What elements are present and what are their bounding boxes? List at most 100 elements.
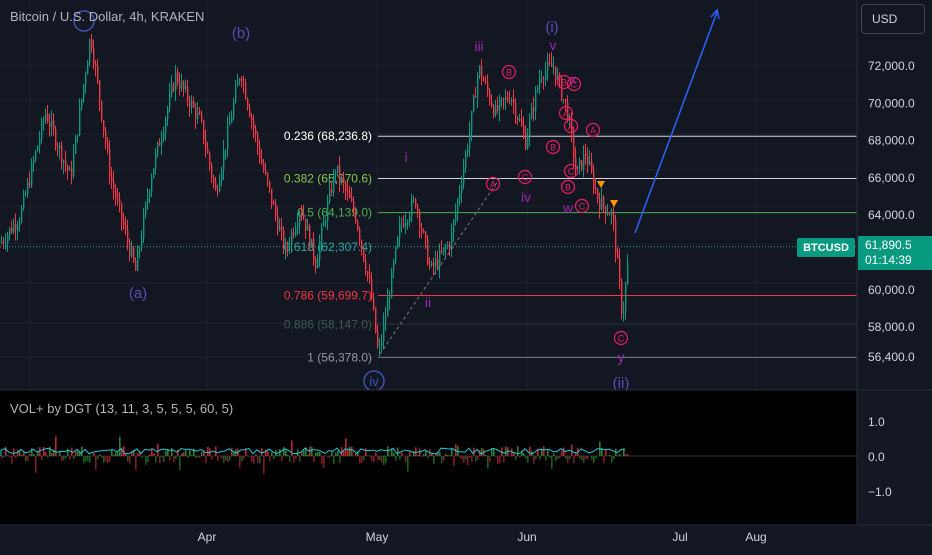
candle-body — [205, 140, 206, 148]
volume-bar — [95, 456, 97, 470]
candle-body — [399, 225, 400, 238]
candle-body — [69, 169, 70, 171]
volume-bar — [425, 451, 427, 456]
volume-bar — [147, 456, 149, 462]
volume-bar — [197, 456, 199, 457]
candle-body — [515, 103, 516, 118]
candle-body — [75, 136, 76, 153]
candle-body — [353, 201, 354, 211]
volume-indicator-title[interactable]: VOL+ by DGT (13, 11, 3, 5, 5, 5, 60, 5) — [10, 401, 233, 416]
candle-body — [281, 227, 282, 230]
volume-bar — [613, 456, 615, 459]
candle-body — [527, 136, 528, 149]
candle-body — [63, 161, 64, 163]
volume-bar — [423, 454, 425, 456]
time-axis-label: May — [366, 530, 389, 544]
bar-countdown: 01:14:39 — [865, 253, 932, 268]
volume-bar — [347, 449, 349, 456]
candle-body — [179, 83, 180, 89]
volume-bar — [127, 456, 129, 461]
volume-bar — [223, 456, 225, 463]
last-price-value: 61,890.5 — [865, 238, 932, 253]
volume-bar — [29, 454, 31, 456]
volume-bar — [627, 454, 629, 456]
volume-bar — [149, 455, 151, 456]
candle-body — [119, 199, 120, 203]
volume-bar — [113, 455, 115, 456]
volume-bar — [349, 447, 351, 456]
candle-body — [185, 86, 186, 89]
volume-bar — [555, 456, 557, 461]
candle-body — [143, 215, 144, 239]
volume-bar — [385, 456, 387, 463]
candle-body — [65, 161, 66, 166]
volume-bar — [77, 451, 79, 456]
candle-body — [137, 251, 138, 271]
candle-body — [583, 154, 584, 170]
candle-body — [221, 170, 222, 181]
candle-body — [233, 102, 234, 117]
candle-body — [287, 246, 288, 248]
volume-bar — [497, 456, 499, 464]
candle-body — [483, 79, 484, 81]
candle-body — [3, 242, 4, 243]
candle-body — [357, 221, 358, 229]
candle-body — [39, 139, 40, 147]
wave-label: (ii) — [613, 375, 630, 392]
candle-body — [479, 66, 480, 75]
candle-body — [51, 120, 52, 126]
volume-bar — [313, 456, 315, 462]
candle-body — [45, 113, 46, 120]
currency-button[interactable]: USD — [861, 4, 925, 34]
candle-body — [151, 178, 152, 191]
candle-body — [349, 192, 350, 198]
candle-body — [273, 204, 274, 205]
candle-body — [315, 259, 316, 268]
candle-body — [371, 279, 372, 298]
volume-bar — [69, 456, 71, 460]
candle-body — [83, 85, 84, 99]
volume-bar — [207, 447, 209, 456]
price-axis-label: 72,000.0 — [868, 59, 915, 73]
volume-bar — [233, 453, 235, 456]
candle-body — [579, 160, 580, 166]
volume-bar — [41, 456, 43, 460]
candle-body — [133, 248, 134, 261]
candle-body — [191, 101, 192, 108]
candle-body — [189, 100, 190, 107]
candle-body — [269, 182, 270, 189]
volume-bar — [335, 453, 337, 456]
volume-bar — [129, 456, 131, 463]
candle-body — [501, 98, 502, 99]
candle-body — [59, 145, 60, 149]
candle-body — [267, 173, 268, 181]
volume-bar — [505, 447, 507, 456]
fibonacci-retracement[interactable]: 0.236 (68,236.8)0.382 (65,970.6)0.5 (64,… — [0, 129, 857, 364]
volume-bar — [135, 456, 137, 470]
candle-body — [7, 235, 8, 243]
candle-body — [257, 134, 258, 146]
candle-body — [411, 200, 412, 216]
volume-bar — [567, 456, 569, 463]
volume-bar — [239, 456, 241, 468]
volume-bar — [489, 456, 491, 462]
candle-body — [593, 171, 594, 188]
candle-body — [605, 206, 606, 214]
volume-bar — [459, 456, 461, 458]
wave-label-minor: A — [490, 180, 496, 190]
candle-body — [293, 232, 294, 234]
candle-body — [379, 346, 380, 347]
candle-body — [33, 160, 34, 163]
candle-body — [117, 198, 118, 199]
candle-body — [157, 142, 158, 153]
candle-body — [439, 251, 440, 268]
candle-body — [195, 107, 196, 119]
volume-bar — [221, 456, 223, 459]
volume-bar — [37, 452, 39, 456]
volume-bar — [15, 456, 17, 458]
candle-body — [289, 246, 290, 248]
wave-label-minor: C — [568, 167, 575, 177]
candle-body — [11, 228, 12, 232]
